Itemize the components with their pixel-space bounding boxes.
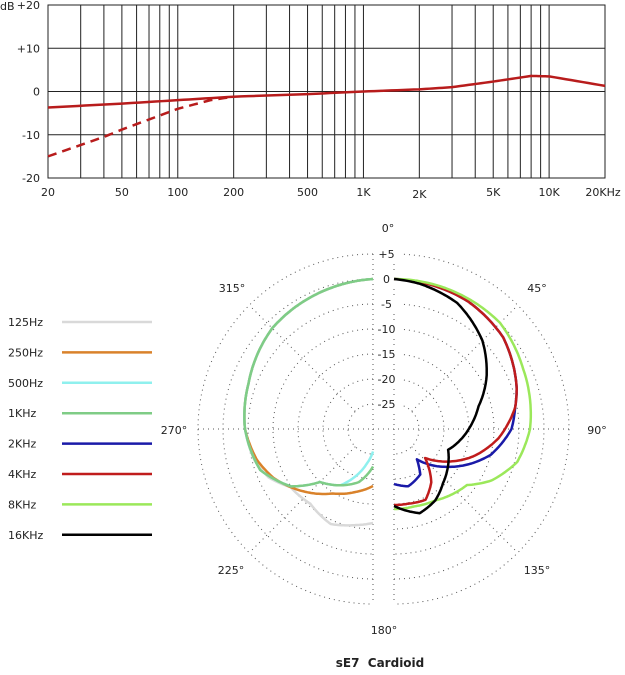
legend-label: 500Hz	[8, 377, 43, 390]
y-tick-label: -10	[22, 129, 40, 142]
legend-label: 125Hz	[8, 316, 43, 329]
polar-ring	[197, 253, 374, 605]
radial-tick-label: -25	[378, 398, 396, 411]
radial-tick-label: 0	[383, 273, 390, 286]
legend: 125Hz 250Hz 500Hz 1KHz 2KHz 4KHz 8KHz 16KHz	[8, 316, 152, 542]
polar-curve-125hz	[243, 277, 374, 527]
angle-label: 270°	[161, 424, 188, 437]
angle-label: 135°	[524, 564, 551, 577]
legend-label: 2KHz	[8, 438, 36, 451]
legend-label: 16KHz	[8, 529, 43, 542]
radial-label-bg	[376, 322, 401, 335]
radial-tick-label: -10	[378, 323, 396, 336]
legend-label: 8KHz	[8, 498, 36, 511]
angle-label: 315°	[219, 282, 246, 295]
x-tick-label: 500	[297, 186, 318, 199]
polar-curve-2khz	[393, 277, 518, 488]
x-tick-label: 100	[167, 186, 188, 199]
radial-label-bg	[376, 272, 401, 285]
y-tick-label: 0	[33, 86, 40, 99]
angle-label: 45°	[527, 282, 547, 295]
response-line-dashed	[47, 95, 234, 158]
radial-label-bg	[376, 247, 401, 260]
polar-ring	[247, 303, 374, 555]
y-axis-label: dB	[0, 0, 15, 13]
legend-label: 4KHz	[8, 468, 36, 481]
polar-curve-500hz	[243, 277, 375, 488]
legend-label: 1KHz	[8, 407, 36, 420]
radial-tick-label: -5	[381, 298, 392, 311]
response-line	[47, 74, 606, 109]
axis-line	[248, 304, 356, 412]
radial-label-bg	[376, 397, 401, 410]
y-tick-label: +10	[17, 42, 40, 55]
x-tick-label: 50	[115, 186, 129, 199]
polar-curve-16khz	[393, 277, 488, 515]
angle-label: 225°	[218, 564, 245, 577]
polar-ring	[393, 303, 520, 555]
radial-label-bg	[376, 297, 401, 310]
radial-tick-label: -15	[378, 348, 396, 361]
legend-label: 250Hz	[8, 346, 43, 359]
x-tick-label: 5K	[486, 186, 501, 199]
polar-ring	[393, 253, 570, 605]
chart-title: sE7 Cardioid	[336, 656, 425, 670]
axis-line	[248, 446, 356, 554]
radial-label-bg	[376, 372, 401, 385]
x-tick-label: 10K	[538, 186, 560, 199]
angle-label: 0°	[382, 222, 395, 235]
polar-pattern-chart: 0° 45° 90° 135° 180° 225° 270° 315° +5 0 -5 -10 -15 -…	[161, 222, 607, 637]
axis-line	[411, 304, 519, 412]
angle-label: 90°	[587, 424, 607, 437]
polar-curve-4khz	[393, 277, 518, 507]
y-tick-label: -20	[22, 172, 40, 185]
polar-curve-250hz	[243, 277, 374, 496]
x-tick-label: 2K	[412, 188, 427, 201]
x-tick-label: 1K	[356, 186, 371, 199]
x-tick-label: 20KHz	[585, 186, 620, 199]
y-tick-label: +20	[17, 0, 40, 12]
x-tick-label: 20	[41, 186, 55, 199]
angle-label: 180°	[371, 624, 398, 637]
polar-curve-1khz	[243, 277, 375, 488]
polar-ring	[297, 353, 374, 505]
radial-tick-label: +5	[378, 248, 394, 261]
radial-tick-label: -20	[378, 373, 396, 386]
radial-label-bg	[376, 347, 401, 360]
polar-ring	[393, 403, 420, 455]
x-tick-label: 200	[223, 186, 244, 199]
polar-ring	[347, 403, 374, 455]
